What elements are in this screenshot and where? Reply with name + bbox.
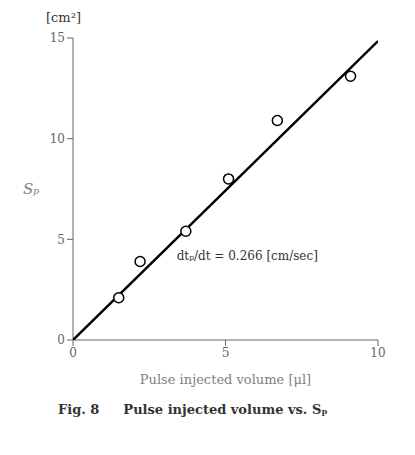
svg-text:10: 10 bbox=[50, 132, 65, 146]
html-text:Fig. 8: Fig. 8 bbox=[58, 402, 100, 417]
html-text:[cm²]: [cm²] bbox=[46, 10, 81, 25]
svg-text:Pulse injected volume [μl]: Pulse injected volume [μl] bbox=[140, 372, 311, 387]
svg-text:10: 10 bbox=[370, 346, 385, 360]
html-text:Pulse injected volume vs. Sₚ: Pulse injected volume vs. Sₚ bbox=[123, 402, 328, 417]
svg-text:5: 5 bbox=[57, 233, 65, 247]
svg-text:Sₚ: Sₚ bbox=[23, 180, 39, 198]
svg-text:5: 5 bbox=[222, 346, 230, 360]
svg-text:0: 0 bbox=[69, 346, 77, 360]
svg-text:0: 0 bbox=[57, 333, 65, 347]
svg-text:dtₚ/dt = 0.266 [cm/sec]: dtₚ/dt = 0.266 [cm/sec] bbox=[177, 249, 318, 263]
svg-text:15: 15 bbox=[50, 31, 65, 45]
